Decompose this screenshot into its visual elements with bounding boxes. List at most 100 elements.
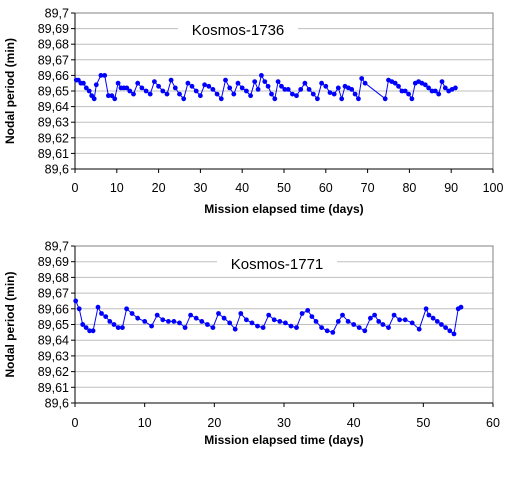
data-point [135,315,141,321]
x-tick-label: 20 [207,416,221,430]
data-point [83,85,89,91]
data-point [249,320,255,326]
data-point [239,85,245,91]
data-point [330,330,336,335]
data-point [285,87,291,92]
data-point [188,312,194,318]
data-point [90,328,96,334]
data-point [102,73,108,78]
data-point [271,317,277,323]
data-point [439,79,445,84]
data-point [93,82,99,88]
data-point [172,85,178,91]
y-tick-label: 89,64 [38,100,69,114]
y-axis-label: Nodal period (min) [3,272,17,378]
x-tick-label: 10 [138,416,152,430]
data-point [91,96,97,102]
data-point [244,88,249,94]
data-point [451,331,457,337]
data-point [106,93,111,99]
data-point [436,91,442,97]
x-axis-label: Mission elapsed time (days) [204,433,363,447]
data-point [262,79,268,84]
y-tick-label: 89,68 [38,38,69,52]
data-point [319,80,324,86]
data-point [319,325,324,330]
y-tick-label: 89,69 [38,255,69,269]
x-tick-label: 60 [486,416,500,430]
data-point [339,96,345,102]
data-point [429,88,435,94]
data-point [127,88,133,94]
data-point [335,319,341,324]
data-point [368,315,373,321]
x-tick-label: 30 [193,181,207,195]
data-point [248,93,254,99]
data-point [120,325,125,330]
data-point [294,325,299,330]
data-point [115,80,121,86]
data-point [327,90,333,95]
data-point [290,91,295,97]
data-point [362,80,368,86]
data-point [185,80,191,86]
data-point [409,320,415,326]
data-point [156,83,162,89]
data-point [376,319,382,324]
chart-title: Kosmos-1771 [231,256,324,273]
data-point [416,326,422,332]
data-point [439,322,444,327]
x-tick-label: 30 [277,416,291,430]
data-point [298,87,304,92]
y-tick-label: 89,62 [38,131,69,145]
data-point [198,93,203,99]
y-tick-label: 89,66 [38,69,69,83]
data-point [309,314,315,319]
data-point [98,73,104,78]
chart-title-bg [178,20,298,41]
y-tick-label: 89,65 [38,85,69,99]
data-point [356,325,362,330]
data-point [177,91,182,97]
data-point [210,325,216,330]
y-tick-label: 89,69 [38,22,69,36]
data-point [255,323,260,329]
y-tick-label: 89,68 [38,271,69,285]
data-point [442,85,448,91]
data-point [139,85,145,91]
data-point [430,315,436,321]
chart-title-bg [217,254,337,275]
data-point [221,315,227,321]
data-point [422,82,428,88]
x-tick-label: 0 [72,416,79,430]
data-point [206,83,212,89]
data-point [302,80,308,86]
chart-1: 89,689,6189,6289,6389,6489,6589,6689,678… [3,7,503,217]
data-point [426,85,431,91]
data-point [345,319,351,324]
data-point [294,93,299,99]
data-point [434,319,440,324]
x-tick-label: 70 [361,181,375,195]
data-point [252,79,258,84]
data-point [352,91,358,97]
x-tick-label: 40 [235,181,249,195]
data-point [349,87,355,92]
y-axis-label: Nodal period (min) [3,38,17,144]
y-tick-label: 89,65 [38,318,69,332]
data-point [142,319,148,324]
data-point [103,314,109,319]
data-point [76,306,82,312]
data-point [152,79,157,84]
data-point [129,311,135,316]
data-point [402,88,408,94]
data-point [202,82,208,88]
data-point [380,322,386,327]
data-point [386,325,391,330]
data-point [135,80,141,86]
data-point [109,93,115,99]
data-point [205,322,210,327]
data-point [402,317,408,323]
